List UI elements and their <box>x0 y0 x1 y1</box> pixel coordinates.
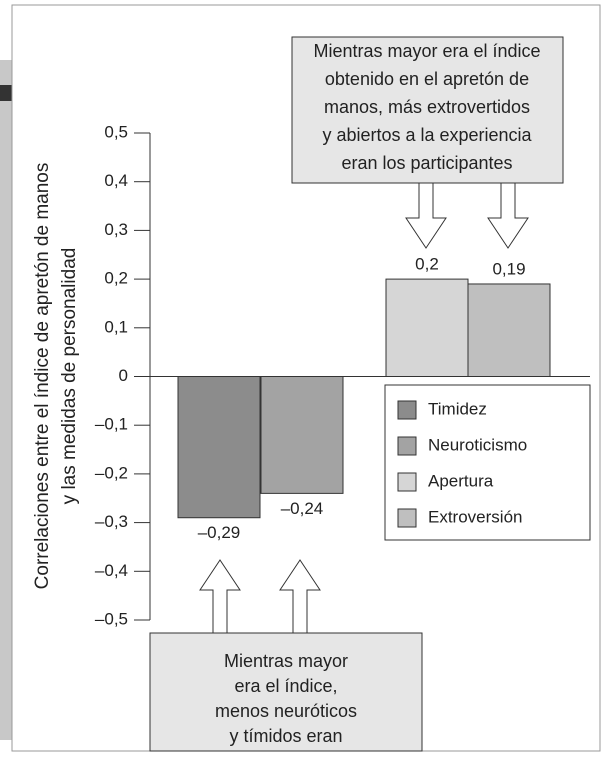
annotation-box <box>149 632 423 752</box>
annotation-text: manos, más extrovertidos <box>324 97 530 117</box>
arrow <box>279 559 321 634</box>
y-tick-label: –0,5 <box>95 609 128 628</box>
legend-label: Neuroticismo <box>428 435 527 454</box>
legend-label: Apertura <box>428 471 494 490</box>
y-tick-label: 0,5 <box>104 122 128 141</box>
y-tick-label: –0,1 <box>95 415 128 434</box>
annotation-text: menos neuróticos <box>215 701 357 721</box>
annotation-text: eran los participantes <box>341 153 512 173</box>
value-label: –0,29 <box>198 523 241 542</box>
y-tick-label: –0,4 <box>95 561 128 580</box>
legend <box>384 384 591 541</box>
y-tick-label: 0 <box>119 366 128 385</box>
legend-swatch <box>397 400 417 420</box>
annotation-top: Mientras mayor era el índice obtenido en … <box>291 36 564 249</box>
value-label: 0,2 <box>415 255 439 274</box>
annotation-box <box>291 36 564 184</box>
y-tick-label: 0,2 <box>104 269 128 288</box>
annotation-text: obtenido en el apretón de <box>325 69 529 89</box>
side-block <box>0 85 12 101</box>
arrow <box>199 559 241 634</box>
y-tick-label: 0,3 <box>104 220 128 239</box>
bar <box>467 283 551 377</box>
y-tick-label: 0,4 <box>104 171 128 190</box>
annotation-text: era el índice, <box>234 676 337 696</box>
y-tick-label: 0,1 <box>104 317 128 336</box>
bar <box>385 278 469 378</box>
value-label: –0,24 <box>281 499 324 518</box>
legend-label: Timidez <box>428 399 487 418</box>
bar <box>260 376 344 494</box>
y-axis-label: Correlaciones entre el índice de apretón… <box>32 163 53 590</box>
annotation-bottom: Mientras mayor era el índice, menos neurót… <box>149 559 423 752</box>
bar <box>177 376 261 519</box>
annotation-text: Mientras mayor <box>224 651 348 671</box>
annotation-text: Mientras mayor era el índice <box>313 41 540 61</box>
y-tick-label: –0,2 <box>95 463 128 482</box>
annotation-text: y abiertos a la experiencia <box>322 125 532 145</box>
legend-swatch <box>397 472 417 492</box>
arrow <box>487 182 529 249</box>
legend-swatch <box>397 508 417 528</box>
legend-swatch <box>397 436 417 456</box>
side-strip <box>0 60 12 740</box>
annotation-text: y tímidos eran <box>229 726 342 746</box>
value-label: 0,19 <box>492 259 525 278</box>
y-axis-label: y las medidas de personalidad <box>59 248 80 505</box>
y-tick-label: –0,3 <box>95 512 128 531</box>
arrow <box>405 182 447 249</box>
legend-label: Extroversión <box>428 507 522 526</box>
